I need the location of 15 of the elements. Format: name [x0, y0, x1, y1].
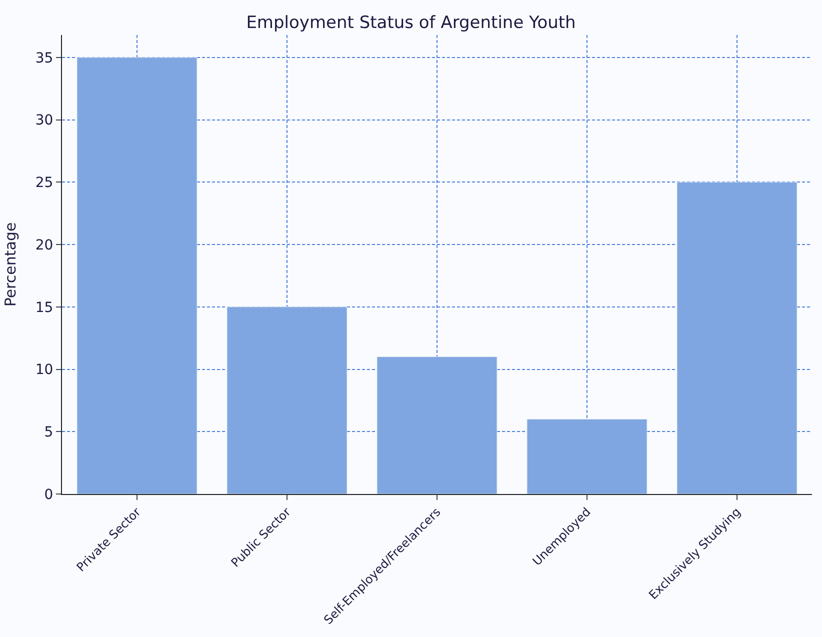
- bar: [526, 418, 648, 494]
- y-tick-label: 25: [35, 175, 54, 192]
- y-tick-label: 30: [35, 112, 54, 129]
- bar: [226, 306, 348, 494]
- y-tick-label: 15: [35, 300, 54, 316]
- y-tick-label: 0: [44, 486, 54, 503]
- y-tick-label: 35: [35, 50, 54, 66]
- bar: [376, 356, 498, 494]
- bar: [676, 182, 798, 494]
- y-tick-label: 20: [35, 237, 54, 254]
- y-axis-title: Percentage: [2, 222, 20, 307]
- bar: [76, 57, 198, 494]
- chart-title: Employment Status of Argentine Youth: [246, 12, 576, 33]
- y-tick-label: 10: [35, 362, 54, 378]
- y-tick-label: 5: [44, 424, 54, 441]
